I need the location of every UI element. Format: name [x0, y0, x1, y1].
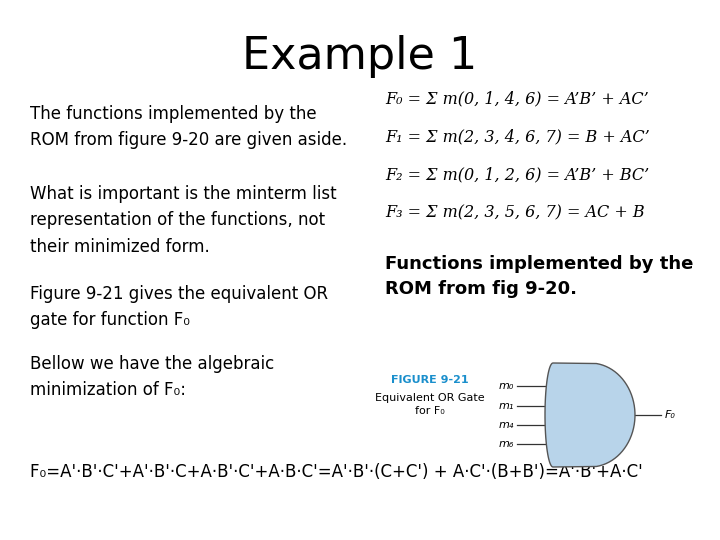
- Text: FIGURE 9-21: FIGURE 9-21: [391, 375, 469, 385]
- Text: F₀ = Σ m(0, 1, 4, 6) = A’B’ + AC’: F₀ = Σ m(0, 1, 4, 6) = A’B’ + AC’: [385, 90, 649, 107]
- Text: Functions implemented by the
ROM from fig 9-20.: Functions implemented by the ROM from fi…: [385, 255, 693, 298]
- Text: m₁: m₁: [499, 401, 514, 410]
- Text: m₄: m₄: [499, 420, 514, 430]
- Text: The functions implemented by the
ROM from figure 9-20 are given aside.: The functions implemented by the ROM fro…: [30, 105, 347, 150]
- Polygon shape: [545, 363, 635, 467]
- Text: F₀=A'·B'·C'+A'·B'·C+A·B'·C'+A·B·C'=A'·B'·(C+C') + A·C'·(B+B')=A'·B'+A·C': F₀=A'·B'·C'+A'·B'·C+A·B'·C'+A·B·C'=A'·B'…: [30, 463, 643, 481]
- Text: Equivalent OR Gate
for F₀: Equivalent OR Gate for F₀: [375, 393, 485, 416]
- Text: F₁ = Σ m(2, 3, 4, 6, 7) = B + AC’: F₁ = Σ m(2, 3, 4, 6, 7) = B + AC’: [385, 128, 649, 145]
- Text: m₀: m₀: [499, 381, 514, 391]
- Text: Bellow we have the algebraic
minimization of F₀:: Bellow we have the algebraic minimizatio…: [30, 355, 274, 400]
- Text: Figure 9-21 gives the equivalent OR
gate for function F₀: Figure 9-21 gives the equivalent OR gate…: [30, 285, 328, 329]
- Text: What is important is the minterm list
representation of the functions, not
their: What is important is the minterm list re…: [30, 185, 337, 256]
- Text: Example 1: Example 1: [243, 35, 477, 78]
- Text: m₆: m₆: [499, 439, 514, 449]
- Text: F₂ = Σ m(0, 1, 2, 6) = A’B’ + BC’: F₂ = Σ m(0, 1, 2, 6) = A’B’ + BC’: [385, 166, 649, 183]
- Text: F₀: F₀: [665, 410, 675, 420]
- Text: F₃ = Σ m(2, 3, 5, 6, 7) = AC + B: F₃ = Σ m(2, 3, 5, 6, 7) = AC + B: [385, 204, 644, 221]
